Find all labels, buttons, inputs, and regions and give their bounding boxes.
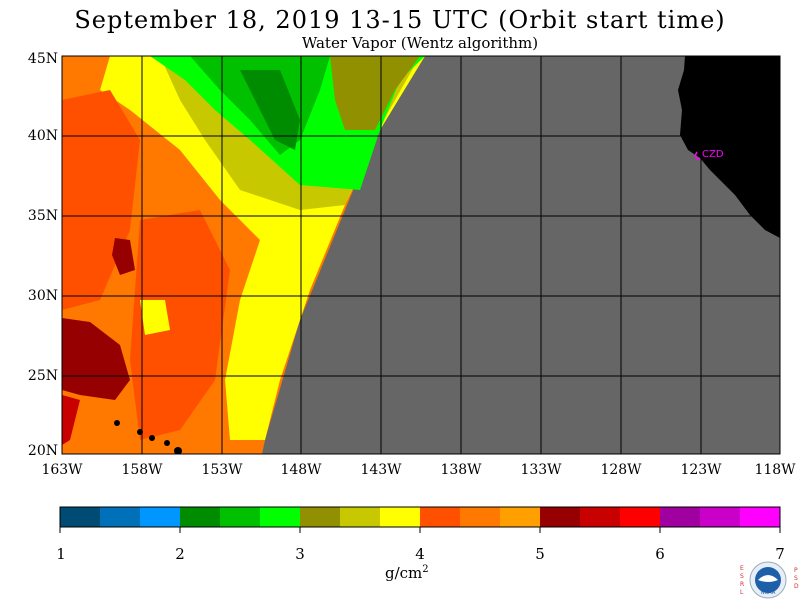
swath-olive-region bbox=[330, 56, 420, 130]
colorbar-tick-label: 7 bbox=[775, 545, 785, 563]
island-shape bbox=[174, 447, 182, 454]
land-mass bbox=[678, 56, 780, 238]
island-shape bbox=[114, 420, 120, 426]
lat-label: 20N bbox=[27, 443, 58, 459]
colorbar-swatch bbox=[260, 507, 301, 527]
station-label: CZD bbox=[702, 149, 724, 160]
colorbar-swatch bbox=[100, 507, 141, 527]
colorbar-tick-label: 4 bbox=[415, 545, 425, 563]
island-shape bbox=[164, 440, 170, 446]
noaa-logo-bird bbox=[758, 575, 778, 582]
lat-label: 40N bbox=[27, 128, 58, 144]
colorbar-tick-label: 3 bbox=[295, 545, 305, 563]
station-marker: CZD bbox=[694, 149, 724, 160]
lon-label: 143W bbox=[360, 462, 402, 478]
lat-label: 30N bbox=[27, 288, 58, 304]
colorbar-swatch bbox=[340, 507, 381, 527]
colorbar-swatch bbox=[700, 507, 741, 527]
colorbar bbox=[59, 506, 781, 533]
lon-label: 163W bbox=[41, 462, 83, 478]
unit-superscript: 2 bbox=[422, 564, 429, 575]
data-swath bbox=[62, 56, 425, 454]
lon-label: 153W bbox=[201, 462, 243, 478]
colorbar-swatch bbox=[420, 507, 461, 527]
lon-label: 128W bbox=[600, 462, 642, 478]
figure-subtitle: Water Vapor (Wentz algorithm) bbox=[301, 34, 539, 52]
colorbar-swatch bbox=[500, 507, 541, 527]
swath-orange-patch bbox=[130, 210, 230, 440]
colorbar-swatch bbox=[300, 507, 341, 527]
colorbar-tick-label: 5 bbox=[535, 545, 545, 563]
colorbar-swatch bbox=[380, 507, 421, 527]
lon-label: 138W bbox=[440, 462, 482, 478]
colorbar-swatch bbox=[60, 507, 101, 527]
colorbar-swatch bbox=[580, 507, 621, 527]
lon-label: 123W bbox=[680, 462, 722, 478]
colorbar-swatch bbox=[220, 507, 261, 527]
swath-red-patch bbox=[62, 395, 80, 445]
colorbar-swatch bbox=[620, 507, 661, 527]
colorbar-swatch bbox=[140, 507, 181, 527]
swath-deepest-green-streak bbox=[240, 70, 300, 150]
colorbar-tick-label: 2 bbox=[175, 545, 185, 563]
swath-dark-red-patch-west bbox=[62, 318, 130, 400]
lat-label: 25N bbox=[27, 368, 58, 384]
station-marker-glyph bbox=[694, 151, 700, 160]
lon-label: 118W bbox=[754, 462, 796, 478]
lat-label: 35N bbox=[27, 208, 58, 224]
lon-label: 133W bbox=[520, 462, 562, 478]
noaa-logo-text: NOAA bbox=[761, 590, 776, 596]
map-graticule bbox=[62, 56, 780, 454]
colorbar-swatch bbox=[180, 507, 221, 527]
hawaiian-islands bbox=[114, 420, 182, 454]
swath-dark-red-patch-central bbox=[112, 238, 135, 275]
colorbar-swatch bbox=[660, 507, 701, 527]
colorbar-unit: g/cm2 bbox=[385, 564, 429, 582]
swath-yellow-patch bbox=[140, 300, 170, 335]
lon-label: 158W bbox=[121, 462, 163, 478]
colorbar-tick-label: 6 bbox=[655, 545, 665, 563]
lon-label: 148W bbox=[280, 462, 322, 478]
colorbar-swatch bbox=[460, 507, 501, 527]
island-shape bbox=[149, 435, 155, 441]
lat-label: 45N bbox=[27, 51, 58, 67]
swath-dark-orange-patch bbox=[62, 90, 140, 310]
colorbar-swatch bbox=[540, 507, 581, 527]
map-frame bbox=[61, 55, 781, 455]
unit-text: g/cm bbox=[385, 564, 423, 582]
colorbar-swatch bbox=[740, 507, 781, 527]
figure-title: September 18, 2019 13-15 UTC (Orbit star… bbox=[74, 6, 726, 34]
colorbar-tick-label: 1 bbox=[56, 545, 66, 563]
